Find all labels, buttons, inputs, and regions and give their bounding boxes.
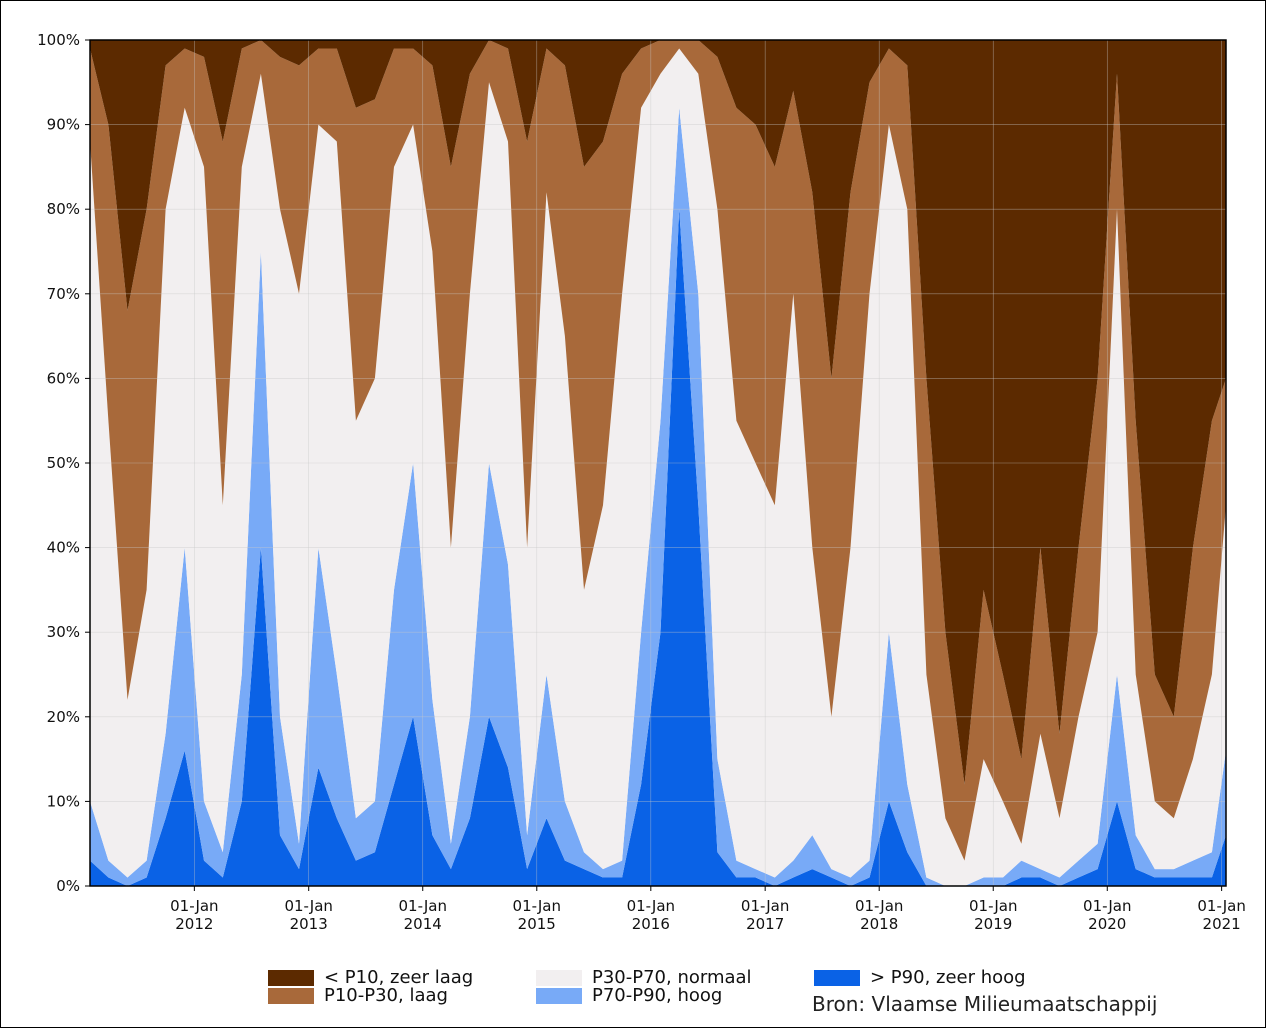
legend-swatch-hoog xyxy=(536,988,582,1004)
x-tick-label: 2018 xyxy=(860,915,898,933)
x-tick-label: 01-Jan xyxy=(1083,897,1131,915)
area-normaal xyxy=(90,48,1226,886)
x-tick-label: 01-Jan xyxy=(1197,897,1245,915)
x-tick-label: 01-Jan xyxy=(284,897,332,915)
y-tick-label: 60% xyxy=(47,369,80,387)
x-tick-label: 01-Jan xyxy=(741,897,789,915)
x-tick-label: 2020 xyxy=(1088,915,1126,933)
legend-swatch-laag xyxy=(268,988,314,1004)
legend-label-hoog: P70-P90, hoog xyxy=(592,985,723,1006)
x-tick-label: 2013 xyxy=(290,915,328,933)
legend-swatch-zeer-hoog xyxy=(814,970,860,986)
legend-label-laag: P10-P30, laag xyxy=(324,985,448,1006)
x-tick-label: 2015 xyxy=(518,915,556,933)
y-tick-label: 30% xyxy=(47,623,80,641)
legend-item-hoog: P70-P90, hoog xyxy=(536,985,723,1006)
plot-border xyxy=(89,39,1227,887)
y-tick-label: 100% xyxy=(37,31,80,49)
legend-label-zeer-hoog: > P90, zeer hoog xyxy=(870,967,1026,988)
x-tick-label: 01-Jan xyxy=(969,897,1017,915)
y-tick-label: 50% xyxy=(47,454,80,472)
x-tick-label: 2019 xyxy=(974,915,1012,933)
x-tick-label: 01-Jan xyxy=(399,897,447,915)
y-tick-label: 90% xyxy=(47,116,80,134)
legend-label-zeer-laag: < P10, zeer laag xyxy=(324,967,474,988)
chart-areas xyxy=(90,40,1226,886)
area-laag xyxy=(90,40,1226,861)
source-credit: Bron: Vlaamse Milieumaatschappij xyxy=(812,992,1158,1016)
legend-swatch-zeer-laag xyxy=(268,970,314,986)
x-axis: 01-Jan201201-Jan201301-Jan201401-Jan2015… xyxy=(170,886,1246,933)
x-tick-label: 2017 xyxy=(746,915,784,933)
legend-item-zeer-hoog: > P90, zeer hoog xyxy=(814,967,1026,988)
y-tick-label: 20% xyxy=(47,708,80,726)
y-tick-label: 70% xyxy=(47,285,80,303)
legend-item-laag: P10-P30, laag xyxy=(268,985,448,1006)
x-tick-label: 01-Jan xyxy=(627,897,675,915)
legend: < P10, zeer laag P10-P30, laag P30-P70, … xyxy=(0,966,1266,1022)
legend-item-normaal: P30-P70, normaal xyxy=(536,967,752,988)
y-tick-label: 40% xyxy=(47,539,80,557)
stacked-area-chart: 0% 10% 20% 30% 40% 50% 60% 70% 80% 90% 100% 01-Jan… xyxy=(37,31,1246,933)
legend-label-normaal: P30-P70, normaal xyxy=(592,967,752,988)
x-tick-label: 2012 xyxy=(175,915,213,933)
legend-item-zeer-laag: < P10, zeer laag xyxy=(268,967,474,988)
y-tick-label: 80% xyxy=(47,200,80,218)
x-tick-label: 2014 xyxy=(404,915,442,933)
y-tick-label: 10% xyxy=(47,792,80,810)
area-hoog xyxy=(90,107,1226,886)
x-tick-label: 2016 xyxy=(632,915,670,933)
x-tick-label: 01-Jan xyxy=(855,897,903,915)
area-zeer-laag xyxy=(90,40,1226,785)
y-axis: 0% 10% 20% 30% 40% 50% 60% 70% 80% 90% 100% xyxy=(37,31,90,895)
area-zeer-hoog xyxy=(90,209,1226,886)
legend-swatch-normaal xyxy=(536,970,582,986)
x-tick-label: 2021 xyxy=(1203,915,1241,933)
y-tick-label: 0% xyxy=(56,877,80,895)
x-tick-label: 01-Jan xyxy=(170,897,218,915)
x-tick-label: 01-Jan xyxy=(513,897,561,915)
